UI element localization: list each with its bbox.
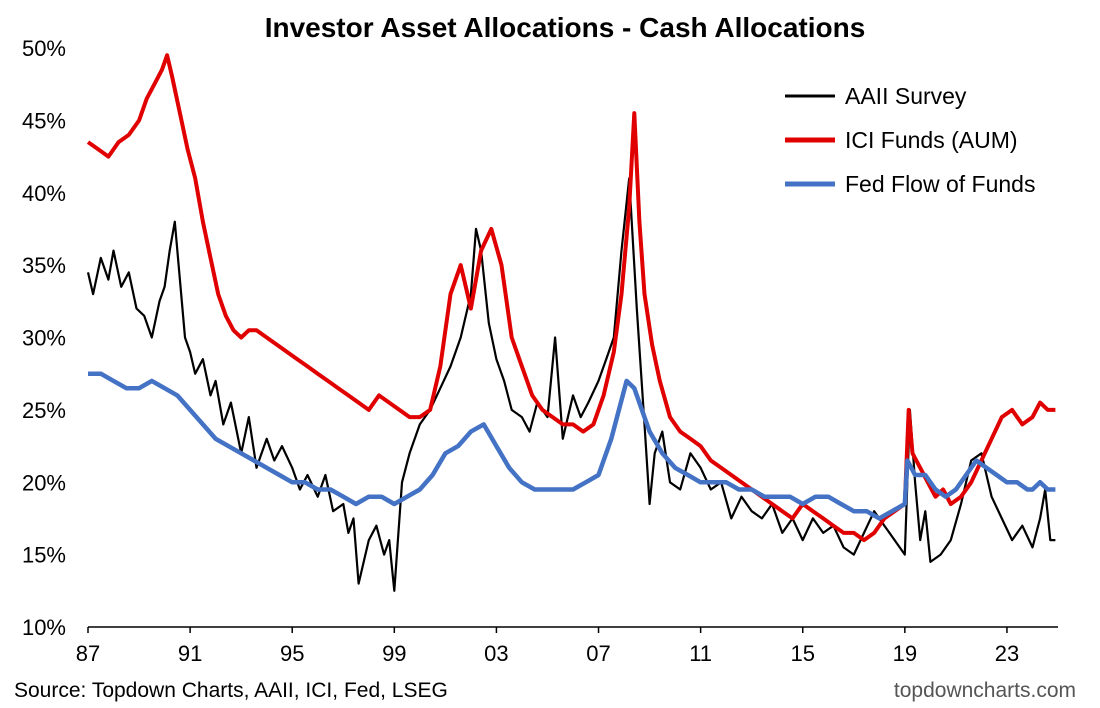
series-layer: [86, 53, 1056, 592]
y-tick-label: 40%: [22, 181, 66, 206]
legend: AAII Survey ICI Funds (AUM) Fed Flow of …: [785, 83, 1035, 197]
series-line-aaii: [86, 177, 1056, 592]
source-note: Source: Topdown Charts, AAII, ICI, Fed, …: [14, 679, 448, 702]
series-line-ici: [86, 53, 1056, 543]
x-tick-label: 23: [995, 641, 1019, 666]
x-tick-label: 11: [689, 641, 712, 666]
chart-title: Investor Asset Allocations - Cash Alloca…: [265, 12, 866, 43]
y-tick-label: 15%: [22, 543, 66, 568]
watermark: topdowncharts.com: [894, 679, 1076, 702]
legend-label-ici: ICI Funds (AUM): [845, 127, 1018, 153]
y-tick-label: 30%: [22, 326, 66, 351]
x-tick-label: 95: [280, 641, 304, 666]
x-tick-label: 99: [382, 641, 406, 666]
x-tick-label: 07: [586, 641, 610, 666]
y-tick-label: 35%: [22, 253, 66, 278]
x-tick-label: 19: [893, 641, 917, 666]
x-tick-label: 87: [76, 641, 100, 666]
x-axis: 87 91 95 99 03 07 11 15 19 23: [76, 627, 1019, 666]
x-tick-label: 03: [484, 641, 508, 666]
x-tick-label: 15: [790, 641, 814, 666]
y-tick-label: 10%: [22, 615, 66, 640]
y-tick-label: 25%: [22, 398, 66, 423]
legend-label-fed: Fed Flow of Funds: [845, 171, 1035, 197]
legend-label-aaii: AAII Survey: [845, 83, 967, 109]
series-line-fed: [88, 371, 1056, 521]
x-tick-label: 91: [178, 641, 202, 666]
y-tick-label: 45%: [22, 108, 66, 133]
y-axis: 10% 15% 20% 25% 30% 35% 40% 45% 50%: [22, 36, 66, 640]
y-tick-label: 20%: [22, 470, 66, 495]
y-tick-label: 50%: [22, 36, 66, 61]
